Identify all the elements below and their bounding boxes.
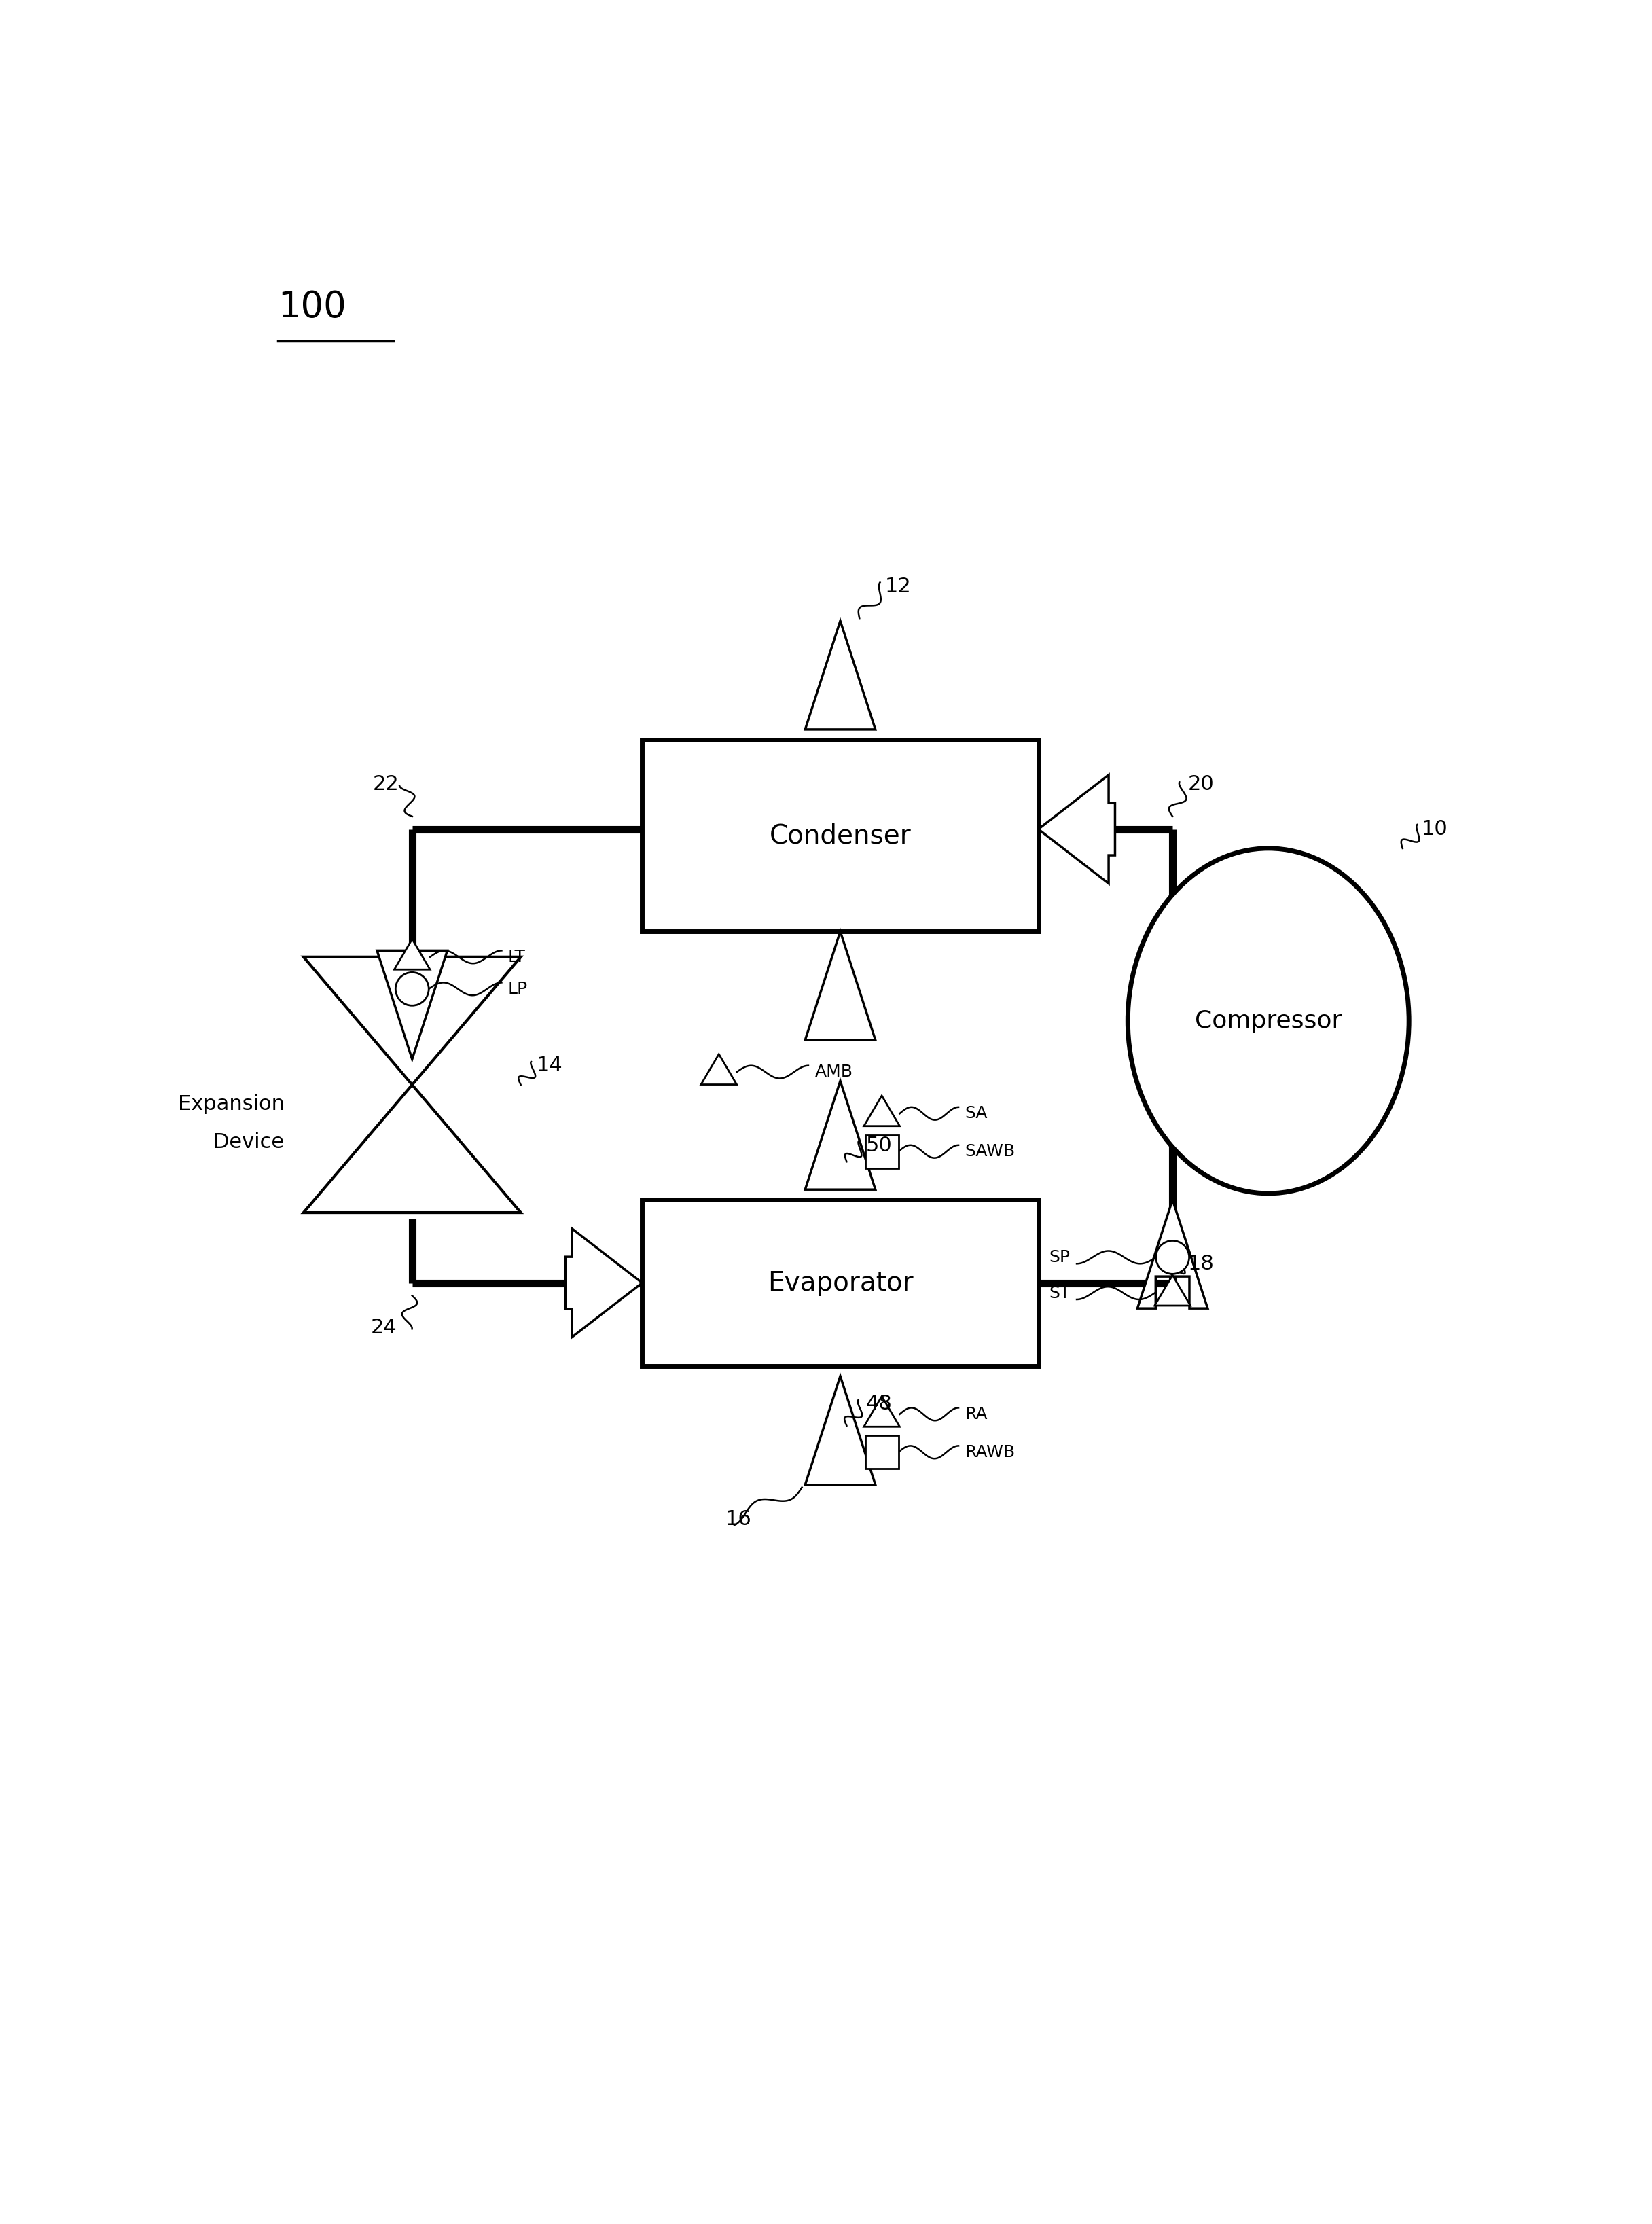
Polygon shape (377, 950, 448, 1059)
Text: RAWB: RAWB (965, 1443, 1016, 1461)
Text: Evaporator: Evaporator (768, 1270, 914, 1297)
Text: AMB: AMB (814, 1063, 852, 1081)
Text: 20: 20 (1188, 774, 1214, 794)
Bar (866, 1134, 899, 1168)
Text: ST: ST (1049, 1285, 1070, 1301)
Polygon shape (395, 939, 430, 970)
Polygon shape (700, 1054, 737, 1085)
Bar (643, 1199, 1039, 1366)
Text: Condenser: Condenser (770, 823, 912, 850)
Text: LT: LT (509, 950, 525, 965)
Text: 24: 24 (370, 1319, 396, 1337)
Text: 50: 50 (866, 1136, 892, 1154)
Text: 16: 16 (725, 1510, 752, 1530)
Text: Expansion: Expansion (178, 1094, 284, 1114)
Polygon shape (805, 1081, 876, 1190)
Polygon shape (864, 1397, 900, 1428)
Text: 48: 48 (866, 1394, 892, 1414)
Text: 22: 22 (373, 774, 400, 794)
Text: 100: 100 (278, 289, 347, 325)
Polygon shape (805, 1377, 876, 1486)
Text: 10: 10 (1422, 818, 1449, 838)
Text: LP: LP (509, 981, 527, 996)
Ellipse shape (1128, 847, 1409, 1194)
Bar (866, 1434, 899, 1468)
Polygon shape (304, 956, 520, 1085)
Bar (643, 741, 1039, 932)
Text: 18: 18 (1188, 1254, 1214, 1274)
Polygon shape (805, 620, 876, 729)
Text: Device: Device (213, 1132, 284, 1152)
Circle shape (395, 972, 430, 1005)
Circle shape (1156, 1241, 1189, 1274)
Text: RA: RA (965, 1406, 988, 1423)
Text: 12: 12 (885, 576, 912, 596)
Text: SP: SP (1049, 1250, 1070, 1265)
Text: Compressor: Compressor (1194, 1010, 1341, 1032)
Text: SAWB: SAWB (965, 1143, 1016, 1159)
Polygon shape (864, 1096, 900, 1125)
Text: 14: 14 (537, 1056, 562, 1076)
Polygon shape (1039, 774, 1115, 883)
Polygon shape (565, 1228, 643, 1337)
Polygon shape (805, 932, 876, 1041)
Polygon shape (1155, 1274, 1191, 1305)
Polygon shape (1137, 1199, 1208, 1308)
Polygon shape (304, 1085, 520, 1212)
Text: SA: SA (965, 1105, 988, 1121)
